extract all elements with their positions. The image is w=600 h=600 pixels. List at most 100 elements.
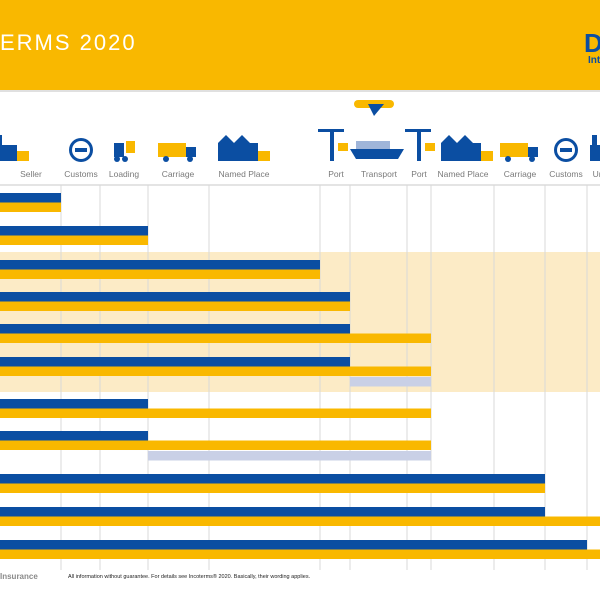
truck-cab [528,147,538,157]
truck-cab [186,147,196,157]
risk-bar [0,408,431,418]
customs-seal-icon [554,138,578,162]
customs-seal-icon [69,138,93,162]
column-label-4: Carriage [162,169,195,179]
insurance-bar [148,451,431,461]
risk-bar [0,235,148,245]
incoterm-row-8 [0,431,431,461]
page-title: ERMS 2020 [0,30,137,55]
cost-bar [0,226,148,236]
cost-bar [0,474,545,484]
warehouse-body [441,143,481,161]
incoterm-row-3 [0,260,320,279]
cost-bar [0,324,350,334]
column-label-9: Named Place [437,169,488,179]
incoterm-row-9 [0,474,545,493]
column-label-11: Customs [549,169,583,179]
crane-load [338,143,348,151]
incoterm-row-7 [0,399,431,418]
factory-chimney [0,135,2,145]
ship-cargo [356,141,390,149]
forklift-icon [114,141,135,162]
forklift-wheel [122,156,128,162]
incoterm-row-5 [0,324,431,343]
column-label-10: Carriage [504,169,537,179]
column-label-5: Named Place [218,169,269,179]
truck-icon [158,143,196,162]
risk-bar [0,301,350,311]
ship-icon [350,141,404,159]
warehouse-icon [218,135,270,161]
truck-icon [500,143,538,162]
factory-chimney [592,135,597,145]
insurance-bar [350,377,431,387]
incoterms-chart: Seller Customs Loading Carriage Named Place P… [0,100,600,570]
incoterm-row-4 [0,292,350,311]
factory-body [590,145,600,161]
warehouse-goods [481,151,493,161]
warehouse-roof [441,135,457,143]
factory-icon [590,135,600,161]
risk-bar [0,269,320,279]
risk-bar [0,366,431,376]
crane-arm [405,129,431,132]
truck-wheel [529,156,535,162]
incoterm-row-11 [0,540,600,559]
crane-icon [405,129,435,161]
column-label-6: Port [328,169,344,179]
brand-logo-subtitle: Int [588,55,600,66]
cost-bar [0,260,320,270]
truck-wheel [187,156,193,162]
truck-cargo [500,143,528,157]
airplane-wing [368,104,384,116]
incoterm-row-1 [0,193,61,212]
crane-load [425,143,435,151]
column-label-1: Seller [20,169,42,179]
risk-bar [0,202,61,212]
airplane-icon [354,100,394,116]
risk-bar [0,516,600,526]
cost-bar [0,292,350,302]
ship-hull [350,149,404,159]
risk-bar [0,440,431,450]
truck-wheel [505,156,511,162]
column-label-12: Un [593,169,600,179]
incoterm-row-10 [0,507,600,526]
cost-bar [0,540,587,550]
banner-divider [0,90,600,92]
risk-bar [0,549,600,559]
factory-icon [0,135,29,161]
cost-bar [0,399,148,409]
incoterm-row-2 [0,226,148,245]
forklift-wheel [114,156,120,162]
crane-tower [417,129,421,161]
cost-bar [0,507,545,517]
crane-icon [318,129,348,161]
column-label-8: Port [411,169,427,179]
forklift-load [126,141,135,153]
column-label-3: Loading [109,169,140,179]
seal-band [560,148,572,152]
factory-body [0,145,17,161]
brand-logo: D [584,28,600,58]
column-label-7: Transport [361,169,398,179]
warehouse-icon [441,135,493,161]
footer-insurance-label: Insurance [0,572,38,581]
crane-arm [318,129,344,132]
footer-disclaimer: All information without guarantee. For d… [68,574,311,580]
warehouse-roof [234,135,250,143]
truck-cargo [158,143,186,157]
cost-bar [0,193,61,203]
warehouse-roof [457,135,473,143]
crane-tower [330,129,334,161]
forklift-body [114,143,124,157]
title-banner [0,0,600,90]
column-label-2: Customs [64,169,98,179]
warehouse-goods [258,151,270,161]
cost-bar [0,431,148,441]
risk-bar [0,333,431,343]
warehouse-roof [218,135,234,143]
warehouse-body [218,143,258,161]
cost-bar [0,357,350,367]
seal-band [75,148,87,152]
